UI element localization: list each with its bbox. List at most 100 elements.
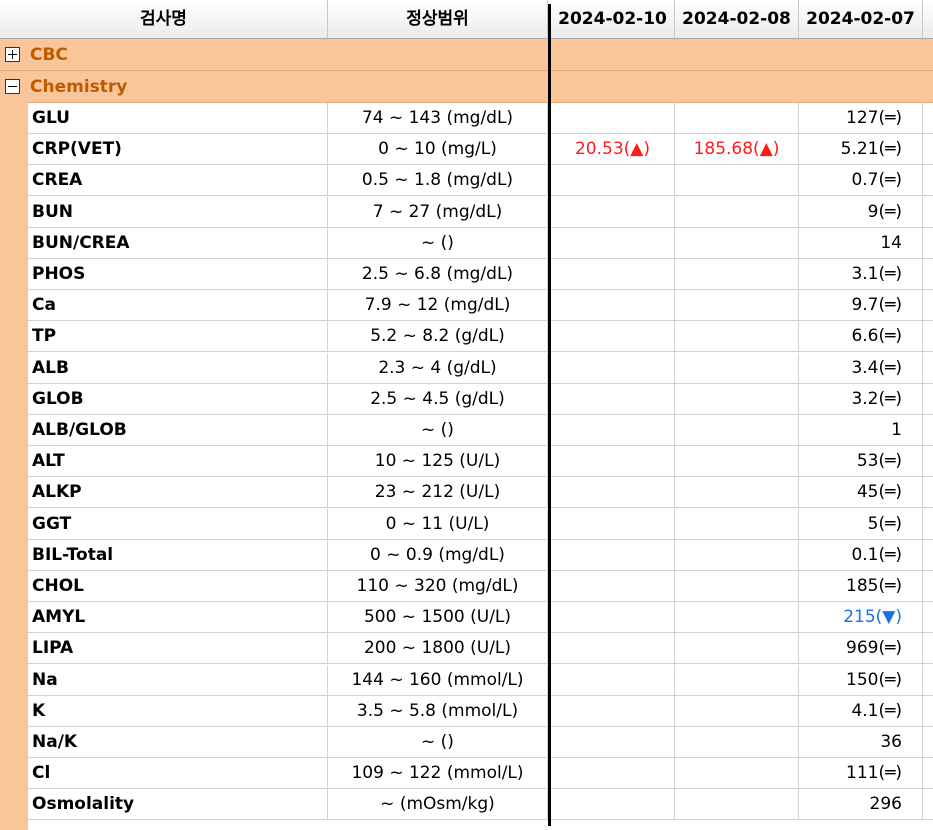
table-row[interactable]: LIPA 200 ~ 1800 (U/L) 969(═) <box>28 633 933 665</box>
result-cell-date-1[interactable] <box>551 633 675 664</box>
test-name-cell[interactable]: LIPA <box>28 633 328 664</box>
test-name-cell[interactable]: BIL-Total <box>28 539 328 570</box>
table-row[interactable]: CRP(VET) 0 ~ 10 (mg/L) 20.53(▲) 185.68(▲) 5.… <box>28 134 933 166</box>
column-header-date-3[interactable]: 2024-02-07 <box>799 0 923 38</box>
result-cell-date-2[interactable] <box>675 789 799 820</box>
result-cell-date-2[interactable] <box>675 758 799 789</box>
table-row[interactable]: ALB/GLOB ~ () 1 <box>28 415 933 446</box>
normal-range-cell[interactable]: 2.5 ~ 4.5 (g/dL) <box>328 383 548 414</box>
normal-range-cell[interactable]: 0.5 ~ 1.8 (mg/dL) <box>328 165 548 196</box>
table-row[interactable]: CREA 0.5 ~ 1.8 (mg/dL) 0.7(═) <box>28 165 933 197</box>
result-cell-date-2[interactable] <box>675 477 799 508</box>
result-cell-date-1[interactable] <box>551 539 675 570</box>
normal-range-cell[interactable]: 7 ~ 27 (mg/dL) <box>328 196 548 227</box>
normal-range-cell[interactable]: 200 ~ 1800 (U/L) <box>328 633 548 664</box>
result-cell-date-3[interactable]: 1 <box>799 415 923 445</box>
table-row[interactable]: BUN 7 ~ 27 (mg/dL) 9(═) <box>28 196 933 228</box>
test-name-cell[interactable]: ALKP <box>28 477 328 508</box>
result-cell-date-3[interactable]: 111(═) <box>799 758 923 789</box>
normal-range-cell[interactable]: 23 ~ 212 (U/L) <box>328 477 548 508</box>
result-cell-date-1[interactable] <box>551 227 675 258</box>
table-row[interactable]: Ca 7.9 ~ 12 (mg/dL) 9.7(═) <box>28 290 933 322</box>
result-cell-date-2[interactable] <box>675 103 799 133</box>
test-name-cell[interactable]: Na <box>28 664 328 695</box>
result-cell-date-3[interactable]: 36 <box>799 727 923 757</box>
result-cell-date-1[interactable] <box>551 664 675 695</box>
result-cell-date-1[interactable] <box>551 758 675 789</box>
normal-range-cell[interactable]: 2.5 ~ 6.8 (mg/dL) <box>328 259 548 289</box>
result-cell-date-1[interactable] <box>551 352 675 383</box>
test-name-cell[interactable]: CREA <box>28 165 328 196</box>
result-cell-date-3[interactable]: 969(═) <box>799 633 923 664</box>
table-row[interactable]: GLU 74 ~ 143 (mg/dL) 127(═) <box>28 103 933 134</box>
group-row-chemistry[interactable]: Chemistry <box>0 71 933 103</box>
table-row[interactable]: BIL-Total 0 ~ 0.9 (mg/dL) 0.1(═) <box>28 539 933 571</box>
result-cell-date-2[interactable] <box>675 664 799 695</box>
test-name-cell[interactable]: TP <box>28 321 328 352</box>
result-cell-date-1[interactable]: 20.53(▲) <box>551 134 675 165</box>
table-row[interactable]: ALKP 23 ~ 212 (U/L) 45(═) <box>28 477 933 509</box>
result-cell-date-1[interactable] <box>551 290 675 321</box>
normal-range-cell[interactable]: 0 ~ 11 (U/L) <box>328 508 548 539</box>
column-header-test-name[interactable]: 검사명 <box>0 0 328 38</box>
group-row-cbc[interactable]: CBC <box>0 39 933 71</box>
test-name-cell[interactable]: Ca <box>28 290 328 321</box>
result-cell-date-2[interactable] <box>675 539 799 570</box>
test-name-cell[interactable]: BUN/CREA <box>28 227 328 258</box>
result-cell-date-1[interactable] <box>551 508 675 539</box>
result-cell-date-3[interactable]: 53(═) <box>799 446 923 477</box>
normal-range-cell[interactable]: 2.3 ~ 4 (g/dL) <box>328 352 548 383</box>
table-row[interactable]: AMYL 500 ~ 1500 (U/L) 215(▼) <box>28 602 933 634</box>
result-cell-date-3[interactable]: 3.2(═) <box>799 383 923 414</box>
test-name-cell[interactable]: Cl <box>28 758 328 789</box>
result-cell-date-1[interactable] <box>551 602 675 633</box>
result-cell-date-1[interactable] <box>551 727 675 757</box>
test-name-cell[interactable]: AMYL <box>28 602 328 633</box>
table-row[interactable]: ALB 2.3 ~ 4 (g/dL) 3.4(═) <box>28 352 933 384</box>
result-cell-date-3[interactable]: 5.21(═) <box>799 134 923 165</box>
normal-range-cell[interactable]: 10 ~ 125 (U/L) <box>328 446 548 477</box>
test-name-cell[interactable]: PHOS <box>28 259 328 289</box>
result-cell-date-3[interactable]: 5(═) <box>799 508 923 539</box>
normal-range-cell[interactable]: 7.9 ~ 12 (mg/dL) <box>328 290 548 321</box>
test-name-cell[interactable]: K <box>28 695 328 726</box>
result-cell-date-2[interactable] <box>675 508 799 539</box>
normal-range-cell[interactable]: 0 ~ 0.9 (mg/dL) <box>328 539 548 570</box>
normal-range-cell[interactable]: 500 ~ 1500 (U/L) <box>328 602 548 633</box>
normal-range-cell[interactable]: ~ (mOsm/kg) <box>328 789 548 820</box>
result-cell-date-3[interactable]: 215(▼) <box>799 602 923 633</box>
table-row[interactable]: BUN/CREA ~ () 14 <box>28 227 933 259</box>
result-cell-date-1[interactable] <box>551 789 675 820</box>
normal-range-cell[interactable]: ~ () <box>328 727 548 757</box>
result-cell-date-3[interactable]: 9(═) <box>799 196 923 227</box>
result-cell-date-2[interactable] <box>675 290 799 321</box>
table-row[interactable]: ALT 10 ~ 125 (U/L) 53(═) <box>28 446 933 478</box>
normal-range-cell[interactable]: 5.2 ~ 8.2 (g/dL) <box>328 321 548 352</box>
test-name-cell[interactable]: GGT <box>28 508 328 539</box>
result-cell-date-3[interactable]: 45(═) <box>799 477 923 508</box>
result-cell-date-2[interactable] <box>675 196 799 227</box>
result-cell-date-1[interactable] <box>551 259 675 289</box>
result-cell-date-2[interactable] <box>675 415 799 445</box>
result-cell-date-2[interactable] <box>675 321 799 352</box>
table-row[interactable]: K 3.5 ~ 5.8 (mmol/L) 4.1(═) <box>28 695 933 727</box>
result-cell-date-3[interactable]: 127(═) <box>799 103 923 133</box>
result-cell-date-2[interactable] <box>675 571 799 601</box>
result-cell-date-3[interactable]: 4.1(═) <box>799 695 923 726</box>
table-row[interactable]: Na 144 ~ 160 (mmol/L) 150(═) <box>28 664 933 696</box>
result-cell-date-2[interactable] <box>675 383 799 414</box>
table-row[interactable]: TP 5.2 ~ 8.2 (g/dL) 6.6(═) <box>28 321 933 353</box>
result-cell-date-1[interactable] <box>551 415 675 445</box>
expand-icon[interactable] <box>5 47 20 62</box>
result-cell-date-1[interactable] <box>551 477 675 508</box>
normal-range-cell[interactable]: 109 ~ 122 (mmol/L) <box>328 758 548 789</box>
test-name-cell[interactable]: ALB <box>28 352 328 383</box>
column-header-normal-range[interactable]: 정상범위 <box>328 0 548 38</box>
result-cell-date-3[interactable]: 6.6(═) <box>799 321 923 352</box>
result-cell-date-1[interactable] <box>551 571 675 601</box>
result-cell-date-1[interactable] <box>551 446 675 477</box>
result-cell-date-1[interactable] <box>551 165 675 196</box>
test-name-cell[interactable]: GLOB <box>28 383 328 414</box>
test-name-cell[interactable]: CHOL <box>28 571 328 601</box>
normal-range-cell[interactable]: ~ () <box>328 227 548 258</box>
